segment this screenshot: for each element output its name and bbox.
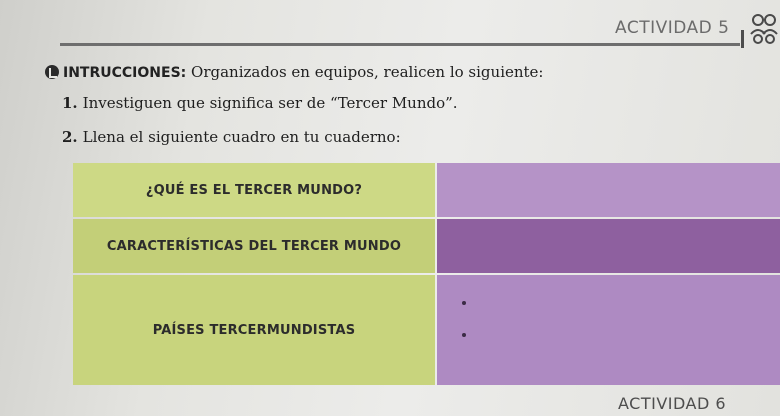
step-2: 2. Llena el siguiente cuadro en tu cuader…: [62, 128, 401, 146]
instructions-line: INTRUCCIONES: Organizados en equipos, re…: [45, 63, 543, 81]
check-circle-icon: [45, 65, 59, 79]
table-answer-cell: [437, 219, 780, 273]
step-1: 1. Investiguen que significa ser de “Terc…: [62, 94, 458, 112]
header-rule: [60, 43, 740, 46]
step-number: 1.: [62, 94, 78, 112]
table-row: PAÍSES TERCERMUNDISTAS: [73, 275, 780, 385]
activity-title: ACTIVIDAD 5: [615, 18, 730, 38]
step-number: 2.: [62, 128, 78, 146]
step-text: Investiguen que significa ser de “Tercer…: [82, 94, 458, 112]
table-label-cell: CARACTERÍSTICAS DEL TERCER MUNDO: [73, 219, 435, 273]
bullet-point: [462, 301, 466, 305]
group-people-icon: [750, 14, 778, 44]
table-row: ¿QUÉ ES EL TERCER MUNDO?: [73, 163, 780, 217]
activity-table: ¿QUÉ ES EL TERCER MUNDO? CARACTERÍSTICAS…: [73, 163, 780, 385]
table-label-cell: ¿QUÉ ES EL TERCER MUNDO?: [73, 163, 435, 217]
instructions-label: INTRUCCIONES:: [63, 65, 187, 81]
table-answer-cell: [437, 163, 780, 217]
step-text: Llena el siguiente cuadro en tu cuaderno…: [82, 128, 401, 146]
table-label-cell: PAÍSES TERCERMUNDISTAS: [73, 275, 435, 385]
header-bar: [741, 30, 744, 48]
next-activity-title: ACTIVIDAD 6: [618, 394, 727, 413]
table-row: CARACTERÍSTICAS DEL TERCER MUNDO: [73, 219, 780, 273]
table-answer-cell: [437, 275, 780, 385]
bullet-point: [462, 333, 466, 337]
instructions-text: Organizados en equipos, realicen lo sigu…: [186, 63, 544, 81]
